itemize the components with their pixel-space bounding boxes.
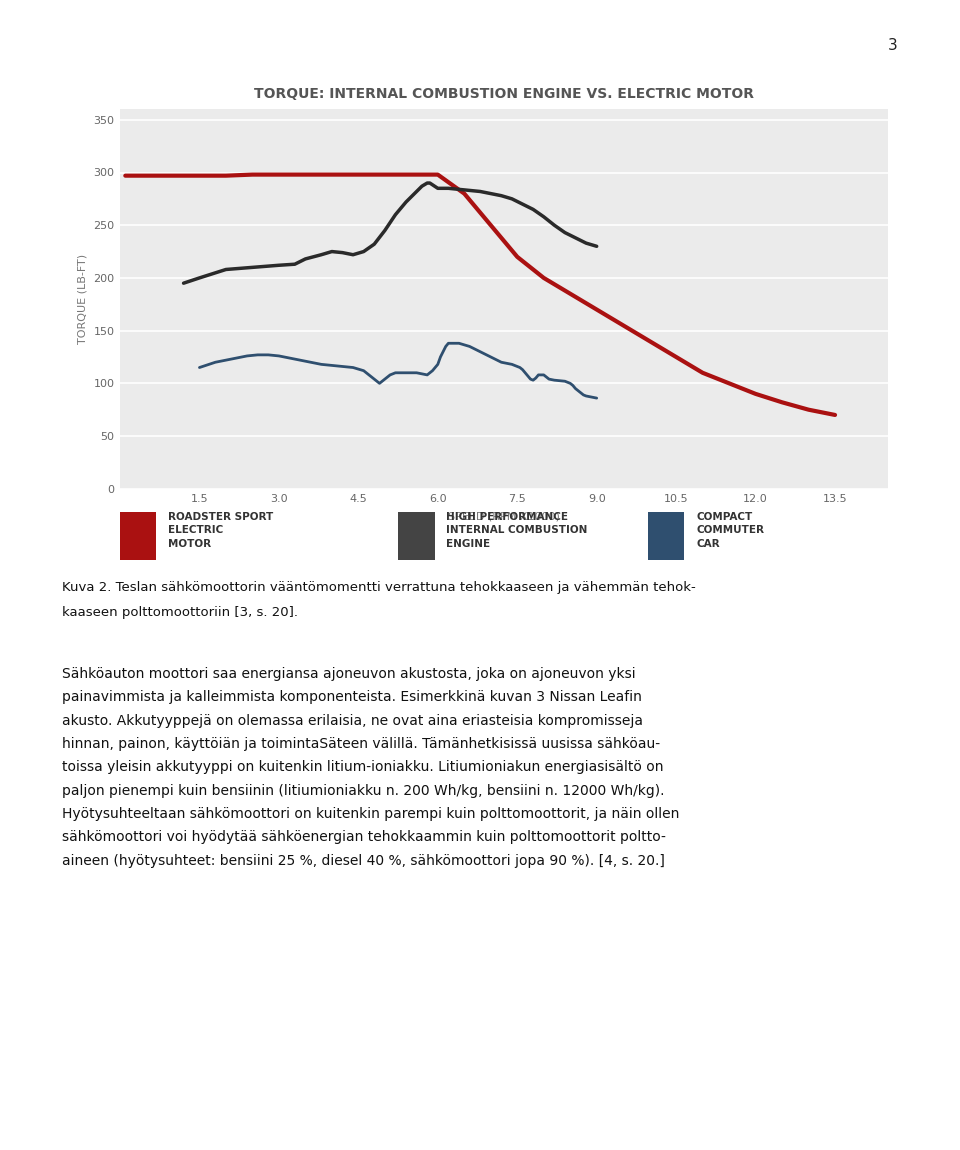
Text: ROADSTER SPORT
ELECTRIC
MOTOR: ROADSTER SPORT ELECTRIC MOTOR — [168, 512, 274, 549]
Y-axis label: TORQUE (LB-FT): TORQUE (LB-FT) — [78, 254, 87, 344]
Title: TORQUE: INTERNAL COMBUSTION ENGINE VS. ELECTRIC MOTOR: TORQUE: INTERNAL COMBUSTION ENGINE VS. E… — [254, 87, 754, 101]
Text: 3: 3 — [888, 38, 898, 53]
Text: COMPACT
COMMUTER
CAR: COMPACT COMMUTER CAR — [696, 512, 764, 549]
Text: HIGH PERFORMANCE
INTERNAL COMBUSTION
ENGINE: HIGH PERFORMANCE INTERNAL COMBUSTION ENG… — [446, 512, 588, 549]
Text: kaaseen polttomoottoriin [3, s. 20].: kaaseen polttomoottoriin [3, s. 20]. — [62, 606, 299, 619]
X-axis label: SPEED (RPM X1000): SPEED (RPM X1000) — [448, 512, 560, 521]
Text: Kuva 2. Teslan sähkömoottorin vääntömomentti verrattuna tehokkaaseen ja vähemmän: Kuva 2. Teslan sähkömoottorin vääntömome… — [62, 581, 696, 593]
Text: Sähköauton moottori saa energiansa ajoneuvon akustosta, joka on ajoneuvon yksi
p: Sähköauton moottori saa energiansa ajone… — [62, 667, 680, 868]
